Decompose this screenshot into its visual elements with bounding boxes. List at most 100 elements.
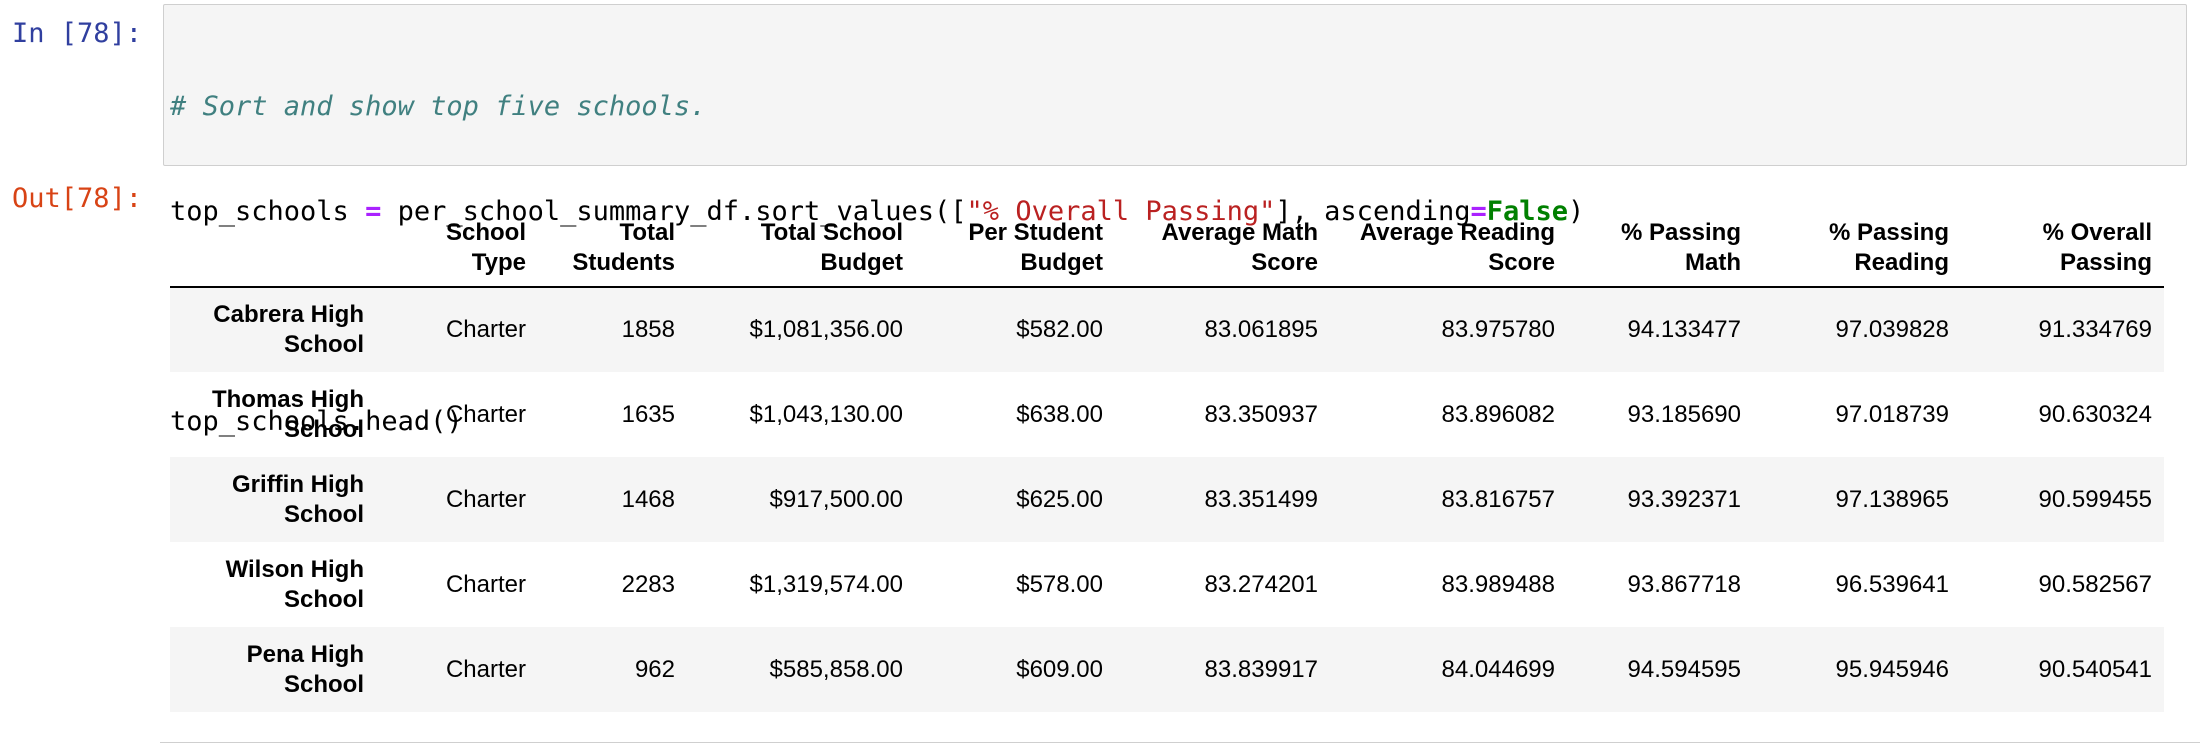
index-header xyxy=(170,208,399,288)
column-header-text: % Passing xyxy=(1828,219,1949,246)
table-cell: $638.00 xyxy=(1016,400,1103,428)
table-row: Thomas High School Charter 1635 $1,043,130.0… xyxy=(170,372,2164,457)
table-cell: 83.975780 xyxy=(1441,316,1555,343)
row-index: Pena High School xyxy=(170,627,399,712)
column-header: Total School Budget xyxy=(687,208,915,288)
row-index-text: Thomas High xyxy=(211,385,364,413)
row-index-text: Griffin High xyxy=(232,470,364,498)
table-cell: 93.867718 xyxy=(1627,570,1741,598)
row-index-text: School xyxy=(283,585,364,613)
table-cell: 96.539641 xyxy=(1835,570,1949,598)
table-cell: 83.061895 xyxy=(1204,316,1318,343)
table-cell: 90.582567 xyxy=(2038,570,2152,598)
table-cell: 91.334769 xyxy=(2038,316,2152,343)
column-header-text: Budget xyxy=(820,249,903,276)
table-cell: 83.989488 xyxy=(1441,570,1555,598)
row-index-text: School xyxy=(283,415,364,443)
column-header-text: Average Math xyxy=(1161,219,1319,246)
table-cell: 97.018739 xyxy=(1835,400,1949,428)
table-cell: Charter xyxy=(445,655,526,683)
table-cell: $585,858.00 xyxy=(769,655,903,683)
column-header: Average Reading Score xyxy=(1330,208,1567,288)
next-cell-edge xyxy=(160,742,2200,746)
table-cell: 84.044699 xyxy=(1441,655,1555,683)
table-cell: $625.00 xyxy=(1016,485,1103,513)
table-cell: $609.00 xyxy=(1016,655,1103,683)
table-cell: $578.00 xyxy=(1016,570,1103,598)
table-row: Cabrera High School Charter 1858 $1,081,356.… xyxy=(170,287,2164,372)
row-index-text: Cabrera High xyxy=(213,301,364,328)
row-index: Thomas High School xyxy=(170,372,399,457)
table-cell: 1858 xyxy=(621,316,675,343)
column-header-text: School xyxy=(445,219,526,246)
table-cell: $1,081,356.00 xyxy=(749,316,903,343)
table-cell: $1,043,130.00 xyxy=(749,400,903,428)
column-header-text: Score xyxy=(1488,249,1555,276)
code-token: top_schools.head() xyxy=(170,406,463,437)
table-row: Griffin High School Charter 1468 $917,500.00… xyxy=(170,457,2164,542)
table-row: Pena High School Charter 962 $585,858.00 $609… xyxy=(170,627,2164,712)
column-header: Total Students xyxy=(538,208,687,288)
table-cell: 83.896082 xyxy=(1441,400,1555,428)
table-cell: 962 xyxy=(634,655,675,683)
column-header: Average Math Score xyxy=(1115,208,1330,288)
column-header-text: Total School xyxy=(760,219,903,246)
column-header-text: Students xyxy=(572,249,675,276)
table-cell: Charter xyxy=(445,570,526,598)
table-cell: $917,500.00 xyxy=(769,485,903,513)
row-index-text: School xyxy=(283,331,364,358)
row-index: Wilson High School xyxy=(170,542,399,627)
table-cell: 1468 xyxy=(621,485,675,513)
column-header-text: Type xyxy=(471,249,526,276)
table-cell: 97.039828 xyxy=(1835,316,1949,343)
table-cell: 94.594595 xyxy=(1627,655,1741,683)
column-header-text: Average Reading xyxy=(1359,219,1555,246)
column-header: % Passing Reading xyxy=(1753,208,1961,288)
dataframe-output: School Type Total Students Total School Budge… xyxy=(170,208,2164,712)
table-cell: 2283 xyxy=(621,570,675,598)
column-header: % Overall Passing xyxy=(1961,208,2164,288)
header-row: School Type Total Students Total School Budge… xyxy=(170,208,2164,288)
table-cell: 83.351499 xyxy=(1204,485,1318,513)
row-index-text: Pena High xyxy=(246,640,364,668)
column-header-text: Score xyxy=(1251,249,1318,276)
table-cell: Charter xyxy=(445,400,526,428)
row-index-text: Wilson High xyxy=(225,555,364,583)
column-header-text: Per Student xyxy=(968,219,1103,246)
dataframe-body: Cabrera High School Charter 1858 $1,081,356.… xyxy=(170,287,2164,712)
code-line-4: top_schools.head() xyxy=(170,404,1584,439)
column-header-text: Budget xyxy=(1020,249,1103,276)
column-header-text: Reading xyxy=(1854,249,1949,276)
table-cell: 94.133477 xyxy=(1627,316,1741,343)
table-cell: 93.185690 xyxy=(1627,400,1741,428)
table-cell: 83.274201 xyxy=(1204,570,1318,598)
column-header: Per Student Budget xyxy=(915,208,1115,288)
column-header-text: Total xyxy=(619,219,675,246)
row-index: Griffin High School xyxy=(170,457,399,542)
column-header-text: % Passing xyxy=(1620,219,1741,246)
row-index: Cabrera High School xyxy=(170,287,399,372)
table-cell: 83.839917 xyxy=(1204,655,1318,683)
table-cell: 83.350937 xyxy=(1204,400,1318,428)
column-header-text: % Overall xyxy=(2042,219,2152,246)
code-line-1: # Sort and show top five schools. xyxy=(170,89,1584,124)
table-cell: 97.138965 xyxy=(1835,485,1949,513)
table-cell: 83.816757 xyxy=(1441,485,1555,513)
code-comment: # Sort and show top five schools. xyxy=(170,91,707,122)
column-header-text: Math xyxy=(1685,249,1741,276)
table-cell: 90.540541 xyxy=(2038,655,2152,683)
row-index-text: School xyxy=(283,500,364,528)
code-cell-input[interactable]: # Sort and show top five schools. top_sc… xyxy=(163,4,2187,437)
table-cell: $582.00 xyxy=(1016,316,1103,343)
table-cell: 93.392371 xyxy=(1627,485,1741,513)
table-cell: 1635 xyxy=(621,400,675,428)
table-cell: 90.630324 xyxy=(2038,400,2152,428)
input-prompt: In [78]: xyxy=(12,18,143,49)
column-header-text: Passing xyxy=(2059,249,2152,276)
column-header: School Type xyxy=(399,208,538,288)
table-cell: Charter xyxy=(445,485,526,513)
row-index-text: School xyxy=(283,670,364,698)
table-cell: 95.945946 xyxy=(1835,655,1949,683)
table-cell: 90.599455 xyxy=(2038,485,2152,513)
column-header: % Passing Math xyxy=(1567,208,1753,288)
